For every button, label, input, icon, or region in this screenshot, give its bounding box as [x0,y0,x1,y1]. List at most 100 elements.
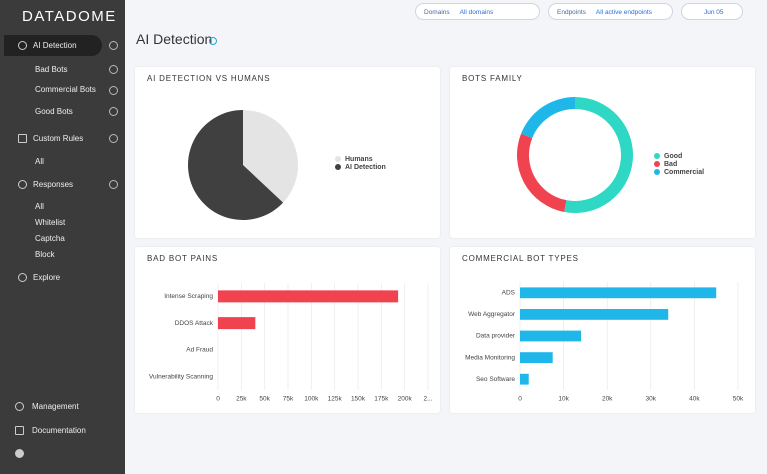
x-tick-label: 0 [518,396,522,403]
page-title: AI Detection [136,31,213,47]
chart-title: BOTS FAMILY [462,74,523,83]
legend-label: AI Detection [345,164,386,171]
icon [15,426,24,435]
icon [18,273,27,282]
active-highlight [4,35,102,56]
bar [520,287,717,299]
icon [18,180,27,189]
filter-label: Domains [424,9,450,16]
icon [18,134,27,143]
info-icon[interactable] [109,107,118,116]
x-tick-label: 30k [646,396,657,403]
info-icon[interactable] [109,41,118,50]
card: COMMERCIAL BOT TYPES 0 10k 20k 30k 40k 50k ADS W… [450,247,755,413]
menu-item[interactable]: Responses [33,180,74,189]
legend-marker [654,153,660,159]
y-tick-label: DDOS Attack [175,320,214,327]
legend-marker [335,156,341,162]
donut-segment [521,97,575,139]
x-tick-label: 2... [423,396,432,403]
donut-segment [564,97,633,213]
y-tick-label: Ad Fraud [186,347,213,354]
y-tick-label: Intense Scraping [164,293,213,300]
menu-item[interactable]: All [35,202,44,211]
legend-label: Good [664,153,682,160]
x-tick-label: 40k [689,396,700,403]
menu-item[interactable]: Documentation [32,426,86,435]
y-tick-label: ADS [502,290,516,297]
legend-marker [654,161,660,167]
x-tick-label: 150k [351,396,366,403]
filter-value: All active endpoints [595,9,652,16]
x-tick-label: 25k [236,396,247,403]
pie-slice [188,110,284,220]
x-tick-label: 50k [259,396,270,403]
info-icon[interactable] [109,86,118,95]
filter-label: Endpoints [557,9,586,16]
x-tick-label: 20k [602,396,613,403]
x-tick-label: 75k [283,396,294,403]
x-tick-label: 50k [733,396,744,403]
y-tick-label: Vulnerability Scanning [149,373,213,380]
bar [520,330,582,342]
chart: 0 10k 20k 30k 40k 50k ADS Web Aggregator Data pr… [465,282,744,403]
chart-title: AI DETECTION VS HUMANS [147,74,271,83]
y-tick-label: Data provider [476,333,516,340]
menu-item[interactable]: Whitelist [35,218,66,227]
logo: DATADOME [22,8,117,25]
menu-item[interactable]: AI Detection [33,41,77,50]
sidebar: DATADOME AI Detection Bad Bots Commercia… [0,0,125,474]
menu-item[interactable]: Good Bots [35,107,73,116]
legend-label: Commercial [664,169,704,176]
y-tick-label: Seo Software [476,376,515,383]
filter-value: All domains [459,9,494,16]
menu-item[interactable]: Management [32,402,79,411]
date-filter[interactable]: Jun 05 [681,3,743,20]
x-tick-label: 100k [304,396,319,403]
x-tick-label: 10k [558,396,569,403]
chart-title: COMMERCIAL BOT TYPES [462,254,579,263]
pie-slice [243,110,298,203]
y-tick-label: Media Monitoring [465,354,515,361]
bar [218,290,399,303]
icon [18,41,27,50]
domain-filter[interactable]: Domains All domains [415,3,540,20]
menu-item[interactable]: Block [35,250,55,259]
legend-marker [335,164,341,170]
menu-item[interactable]: All [35,157,44,166]
info-icon[interactable] [109,180,118,189]
bar [218,317,256,330]
menu-item[interactable]: Explore [33,273,61,282]
info-icon[interactable] [209,37,217,45]
donut-segment [517,133,567,212]
legend-label: Humans [345,156,373,163]
chart: 0 25k 50k 75k 100k 125k 150k 175k 200k 2... Intens… [149,283,433,403]
info-icon[interactable] [109,134,118,143]
bar [520,309,669,320]
bar [520,373,529,385]
card: AI DETECTION VS HUMANS Humans AI Detection [135,67,440,238]
filter-value: Jun 05 [704,9,724,16]
x-tick-label: 200k [398,396,413,403]
bar [520,352,553,363]
x-tick-label: 0 [216,396,220,403]
card: BOTS FAMILY Good Bad Commercial [450,67,755,238]
info-icon[interactable] [109,65,118,74]
menu-item[interactable]: Bad Bots [35,65,68,74]
user-icon[interactable] [15,449,24,458]
endpoint-filter[interactable]: Endpoints All active endpoints [548,3,673,20]
x-tick-label: 125k [328,396,343,403]
chart-title: BAD BOT PAINS [147,254,219,263]
icon [15,402,24,411]
legend-marker [654,169,660,175]
legend-label: Bad [664,161,677,168]
card: BAD BOT PAINS 0 25k 50k 75k 100k 125k 150k 175k 2… [135,247,440,413]
x-tick-label: 175k [374,396,389,403]
menu-item[interactable]: Custom Rules [33,134,84,143]
menu-item[interactable]: Commercial Bots [35,85,96,94]
menu-item[interactable]: Captcha [35,234,65,243]
y-tick-label: Web Aggregator [468,311,516,318]
